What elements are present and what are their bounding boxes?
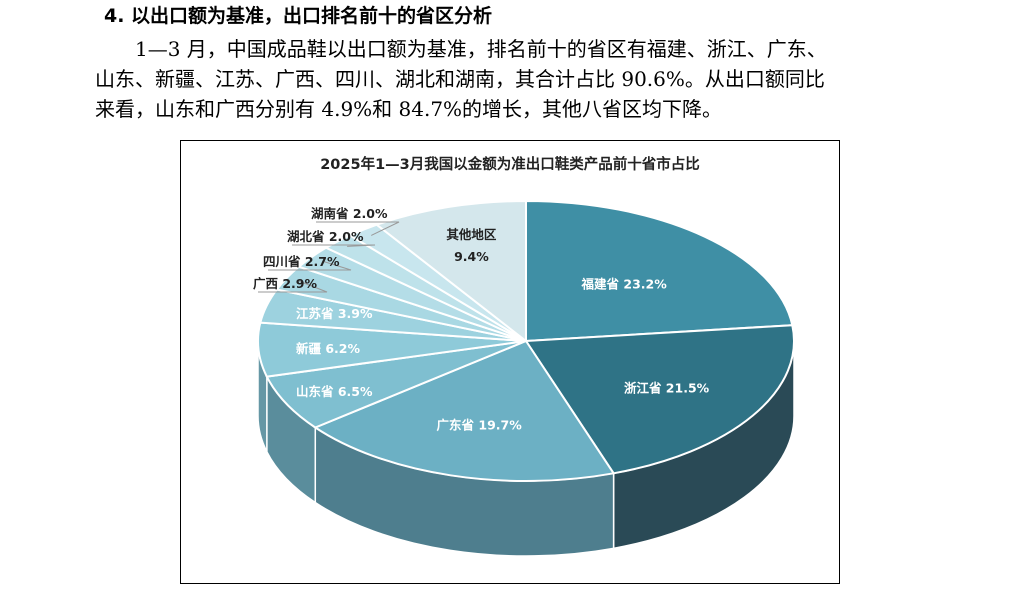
pie-data-label: 福建省 23.2% xyxy=(581,277,668,292)
pie-data-label: 广东省 19.7% xyxy=(437,417,523,432)
section-heading: 4. 以出口额为基准，出口排名前十的省区分析 xyxy=(104,5,493,27)
pie-chart: 福建省 23.2% 浙江省 21.5% 广东省 19.7% 山东省 6.5% 新疆 6.… xyxy=(253,199,795,557)
pie-leader-line xyxy=(258,280,328,293)
pie-data-label: 湖南省 2.0% xyxy=(311,206,388,221)
pie-data-label: 9.4% xyxy=(454,249,489,264)
pie-data-label: 四川省 2.7% xyxy=(263,254,340,269)
pie-slice xyxy=(525,199,794,343)
pie-leader-line xyxy=(316,221,400,236)
pie-data-label: 湖北省 2.0% xyxy=(287,229,364,244)
pie-data-label: 山东省 6.5% xyxy=(296,384,373,399)
pie-slice xyxy=(524,324,795,475)
pie-leader-line xyxy=(268,260,352,271)
pie-leader-line xyxy=(292,244,376,247)
pie-data-label: 其他地区 xyxy=(446,227,497,242)
pie-data-label: 新疆 6.2% xyxy=(296,341,360,356)
pie-data-label: 江苏省 3.9% xyxy=(296,306,373,321)
chart-title: 2025年1—3月我国以金额为准出口鞋类产品前十省市占比 xyxy=(320,157,700,173)
body-paragraph: 1—3 月，中国成品鞋以出口额为基准，排名前十的省区有福建、浙江、广东、 山东、… xyxy=(95,34,925,124)
paragraph-line: 山东、新疆、江苏、广西、四川、湖北和湖南，其合计占比 90.6%。从出口额同比 xyxy=(95,67,825,91)
pie-slice xyxy=(265,340,527,429)
pie-chart-frame: 2025年1—3月我国以金额为准出口鞋类产品前十省市占比 福建省 23.2% 浙江… xyxy=(180,140,840,584)
pie-slice xyxy=(313,339,616,482)
paragraph-line: 1—3 月，中国成品鞋以出口额为基准，排名前十的省区有福建、浙江、广东、 xyxy=(135,37,827,61)
pie-data-label: 浙江省 21.5% xyxy=(624,380,710,395)
pie-data-label: 广西 2.9% xyxy=(253,276,317,291)
paragraph-line: 来看，山东和广西分别有 4.9%和 84.7%的增长，其他八省区均下降。 xyxy=(95,97,723,121)
